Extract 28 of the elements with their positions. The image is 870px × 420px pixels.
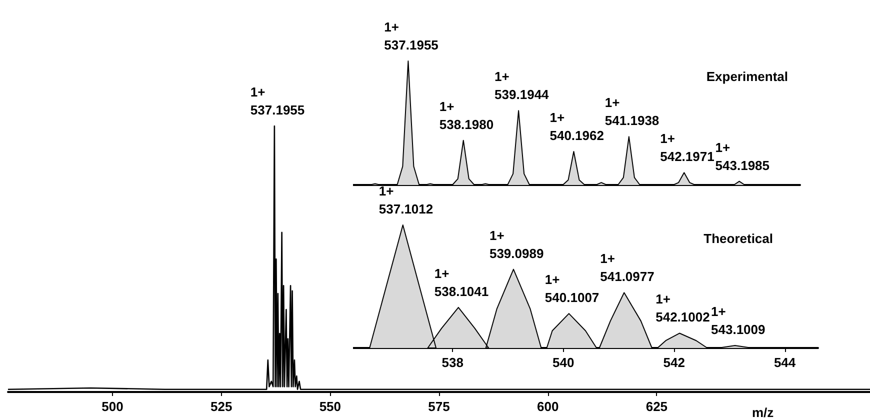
x-tick-label: 500 <box>102 399 124 414</box>
x-tick-label: 538 <box>442 355 464 370</box>
x-tick-label: 600 <box>536 399 559 414</box>
annotation: 1+ 542.1971 <box>660 131 714 164</box>
annotation: 1+ 541.0977 <box>600 251 654 284</box>
annotation: 1+ 538.1980 <box>439 98 494 132</box>
annotation: 1+ 540.1007 <box>544 272 600 306</box>
annotation: 1+ 537.1012 <box>378 184 434 216</box>
annotation: 1+ 543.1009 <box>711 304 766 338</box>
annotation: 1+ 541.1938 <box>604 95 660 128</box>
text: Experimental <box>706 69 788 84</box>
annotation: 1+ 537.1955 <box>384 20 438 52</box>
annotation: 1+ 542.1002 <box>656 292 710 325</box>
annotation: 1+ 539.1944 <box>494 69 550 102</box>
x-tick-label: 550 <box>319 399 342 414</box>
annotation: 1+ 540.1962 <box>550 110 604 144</box>
x-tick-label: 544 <box>774 355 796 370</box>
annotation: 1+ 539.0989 <box>489 228 544 261</box>
x-tick-label: 542 <box>663 355 685 370</box>
annotation: 1+ 543.1985 <box>715 140 770 173</box>
x-tick-label: 525 <box>210 399 232 414</box>
x-axis-title: m/z <box>752 405 774 420</box>
x-tick-label: 575 <box>428 399 450 414</box>
x-tick-label: 540 <box>552 355 574 370</box>
annotation: 1+ 537.1955 <box>250 84 305 118</box>
text: Theoretical <box>704 231 774 246</box>
annotation: 1+ 538.1041 <box>434 266 489 299</box>
x-tick-label: 625 <box>646 399 668 414</box>
